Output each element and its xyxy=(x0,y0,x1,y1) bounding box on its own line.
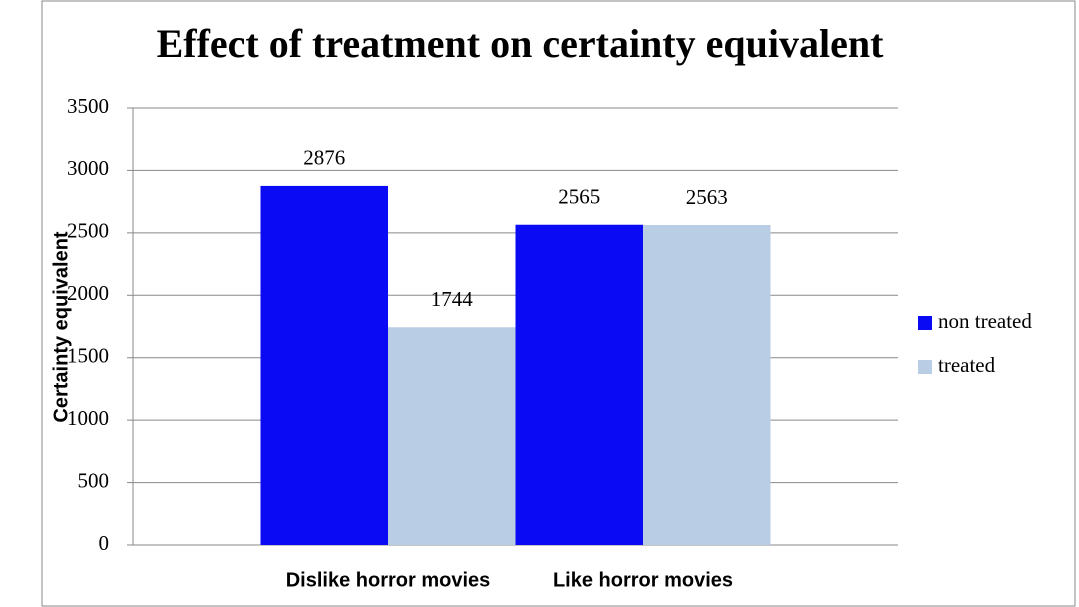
legend-swatch xyxy=(918,360,932,374)
y-tick-label: 2000 xyxy=(67,281,109,305)
data-label: 2876 xyxy=(303,146,345,170)
y-axis-label: Certainty equivalent xyxy=(50,231,72,423)
x-tick-label: Dislike horror movies xyxy=(286,569,491,591)
bar xyxy=(260,185,388,545)
chart-title: Effect of treatment on certainty equival… xyxy=(157,21,885,66)
data-label: 2565 xyxy=(558,185,600,209)
bar xyxy=(515,224,643,545)
bar xyxy=(643,224,771,545)
data-label: 1744 xyxy=(431,287,474,311)
y-tick-label: 3000 xyxy=(67,156,109,180)
bar xyxy=(388,327,516,545)
y-tick-label: 500 xyxy=(78,468,110,492)
x-tick-label: Like horror movies xyxy=(553,569,733,591)
legend-label: non treated xyxy=(938,309,1032,333)
y-tick-label: 3500 xyxy=(67,94,109,118)
y-tick-label: 1500 xyxy=(67,344,109,368)
y-tick-label: 1000 xyxy=(67,406,109,430)
y-tick-label: 2500 xyxy=(67,219,109,243)
legend-label: treated xyxy=(938,353,996,377)
y-tick-label: 0 xyxy=(99,531,110,555)
legend-swatch xyxy=(918,316,932,330)
data-label: 2563 xyxy=(686,185,728,209)
